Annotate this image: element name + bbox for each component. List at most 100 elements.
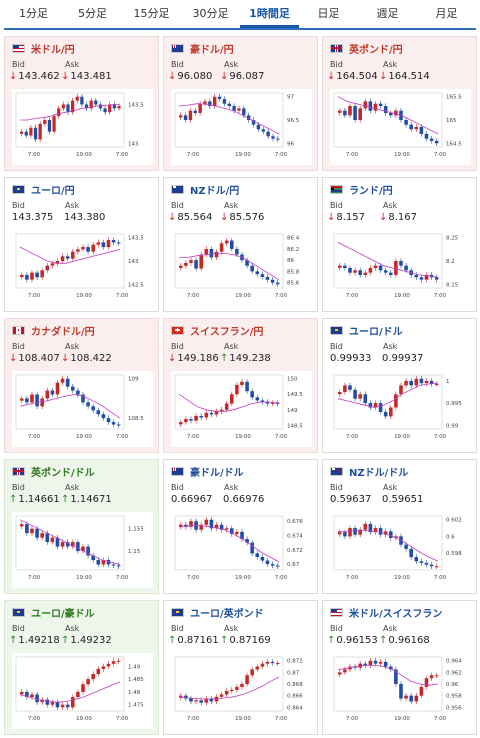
candle-body (250, 542, 254, 554)
bid-value: 96.080 (177, 71, 213, 82)
arrow-down-icon: ↓ (9, 71, 18, 82)
tab-4[interactable]: 1時間足 (240, 0, 299, 28)
rate-card[interactable]: NZドル/ドル Bid Ask 0.59637 0.59651 0.602 0.6 0.598… (322, 459, 477, 594)
candle-body (60, 378, 65, 383)
candle-body (96, 668, 101, 675)
candle-body (235, 248, 239, 255)
bid-value: 164.504 (336, 71, 378, 82)
rate-card[interactable]: 英ポンド/ドル Bid Ask ↑1.14661 ↑1.14671 1.155 1.15 7:… (4, 459, 159, 594)
tab-3[interactable]: 30分足 (192, 7, 229, 20)
pair-name-link[interactable]: カナダドル/円 (31, 326, 95, 338)
pair-name-link[interactable]: ユーロ/豪ドル (31, 608, 95, 620)
rate-card[interactable]: カナダドル/円 Bid Ask ↓108.407 ↓108.422 109 108.5 7:0… (4, 318, 159, 453)
pair-name-link[interactable]: 英ポンド/円 (349, 44, 403, 56)
y-tick-label: 1.475 (128, 703, 144, 709)
candle-body (24, 131, 28, 136)
mini-candle-chart[interactable]: 97 96.5 96 7:00 19:00 7:00 (171, 89, 312, 165)
pair-flag-icon (330, 466, 343, 476)
pair-name-link[interactable]: 英ポンド/ドル (31, 467, 95, 479)
candle-body (265, 560, 270, 565)
rate-card-header: スイスフラン/円 (171, 323, 264, 338)
rate-card[interactable]: 米ドル/スイスフラン Bid Ask ↑0.96153 ↑0.96168 0.964 0.9… (322, 600, 477, 735)
tab-2[interactable]: 15分足 (133, 7, 170, 20)
bid-label: Bid (171, 201, 184, 210)
pair-name-link[interactable]: 豪ドル/ドル (190, 467, 244, 479)
candle-body (358, 394, 362, 399)
bid-label: Bid (330, 624, 343, 633)
candle-body (434, 140, 439, 144)
tab-0[interactable]: 1分足 (19, 7, 48, 20)
ask-price: ↑149.238 (220, 353, 271, 364)
pair-name-link[interactable]: ユーロ/ドル (349, 326, 403, 338)
candle-body (383, 106, 388, 114)
y-tick-label: 165 (446, 118, 457, 124)
pair-name-link[interactable]: ユーロ/円 (31, 185, 75, 197)
rate-card[interactable]: スイスフラン/円 Bid Ask ↓149.186 ↑149.238 150 149.5 14… (163, 318, 318, 453)
mini-candle-chart[interactable]: 1.155 1.15 7:00 19:00 7:00 (12, 512, 153, 588)
mini-candle-chart[interactable]: 1 0.995 0.99 7:00 19:00 7:00 (330, 371, 471, 447)
mini-candle-chart[interactable]: 143.5 143 142.5 7:00 19:00 7:00 (12, 230, 153, 306)
tab-1[interactable]: 5分足 (78, 7, 107, 20)
x-tick-label: 7:00 (434, 716, 447, 722)
pair-name-link[interactable]: 豪ドル/円 (190, 44, 234, 56)
mini-candle-chart[interactable]: 0.872 0.87 0.868 0.866 0.864 7:00 19:00 7:00 (171, 653, 312, 729)
pair-name-link[interactable]: ランド/円 (349, 185, 393, 197)
rate-card[interactable]: ユーロ/豪ドル Bid Ask ↑1.49218 ↑1.49232 1.49 1.485 1.… (4, 600, 159, 735)
candle-body (230, 689, 234, 691)
pair-name-link[interactable]: NZドル/ドル (349, 467, 409, 479)
x-tick-label: 7:00 (346, 716, 359, 722)
candle-body (219, 694, 224, 697)
candle-body (434, 384, 439, 386)
tab-5[interactable]: 日足 (317, 7, 340, 20)
rate-card[interactable]: ユーロ/円 Bid Ask 143.375 143.380 143.5 143 142.5 7:… (4, 177, 159, 312)
tab-7[interactable]: 月足 (435, 7, 458, 20)
rate-card[interactable]: 豪ドル/円 Bid Ask ↓96.080 ↓96.087 97 96.5 96 7:00 19:… (163, 36, 318, 171)
bid-label: Bid (171, 483, 184, 492)
rate-card[interactable]: 英ポンド/円 Bid Ask ↓164.504 ↓164.514 165.5 165 164.… (322, 36, 477, 171)
mini-candle-chart[interactable]: 0.602 0.6 0.598 7:00 19:00 7:00 (330, 512, 471, 588)
mini-candle-chart[interactable]: 1.49 1.485 1.48 1.475 7:00 19:00 7:00 (12, 653, 153, 729)
rate-card[interactable]: ユーロ/英ポンド Bid Ask ↑0.87161 ↑0.87169 0.872 0.87 0… (163, 600, 318, 735)
pair-name-link[interactable]: NZドル/円 (190, 185, 240, 197)
arrow-down-icon: ↓ (9, 353, 18, 364)
plot-frame (15, 656, 125, 712)
rate-card[interactable]: ユーロ/ドル Bid Ask 0.99933 0.99937 1 0.995 0.99 7:00… (322, 318, 477, 453)
candle-body (184, 695, 188, 699)
pair-name-link[interactable]: ユーロ/英ポンド (190, 608, 264, 620)
mini-candle-chart[interactable]: 0.964 0.962 0.96 0.958 0.956 7:00 19:00 7:00 (330, 653, 471, 729)
pair-name-link[interactable]: 米ドル/スイスフラン (349, 608, 443, 620)
candle-body (189, 419, 193, 421)
candle-body (255, 271, 260, 275)
bid-value: 149.186 (177, 353, 219, 364)
candle-body (86, 402, 90, 407)
bid-price: ↑1.49218 (9, 635, 60, 646)
rate-card[interactable]: 米ドル/円 Bid Ask ↓143.462 ↓143.481 143.5 143 7:00 1… (4, 36, 159, 171)
mini-candle-chart[interactable]: 109 108.5 7:00 19:00 7:00 (12, 371, 153, 447)
bid-value: 0.59637 (330, 494, 372, 505)
mini-candle-chart[interactable]: 8.25 8.2 8.15 7:00 19:00 7:00 (330, 230, 471, 306)
rate-card[interactable]: ランド/円 Bid Ask ↓8.157 ↓8.167 8.25 8.2 8.15 7:00 19… (322, 177, 477, 312)
y-tick-label: 0.602 (446, 518, 462, 524)
candle-body (414, 126, 419, 130)
candle-body (224, 690, 229, 695)
mini-candle-chart[interactable]: 150 149.5 149 148.5 7:00 19:00 7:00 (171, 371, 312, 447)
mini-candle-chart[interactable]: 0.676 0.674 0.672 0.67 7:00 19:00 7:00 (171, 512, 312, 588)
candle-body (55, 537, 60, 547)
candle-body (194, 415, 198, 421)
candle-body (414, 557, 419, 562)
mini-candle-chart[interactable]: 143.5 143 7:00 19:00 7:00 (12, 89, 153, 165)
mini-candle-chart[interactable]: 165.5 165 164.5 7:00 19:00 7:00 (330, 89, 471, 165)
rate-card[interactable]: 豪ドル/ドル Bid Ask 0.66967 0.66976 0.676 0.674 0.67… (163, 459, 318, 594)
candle-body (106, 560, 111, 565)
candle-body (255, 397, 260, 401)
ask-value: 0.87169 (229, 635, 271, 646)
mini-candle-chart[interactable]: 86.4 86.2 86 85.8 85.6 7:00 19:00 7:00 (171, 230, 312, 306)
pair-name-link[interactable]: 米ドル/円 (31, 44, 75, 56)
rate-card[interactable]: NZドル/円 Bid Ask ↓85.564 ↓85.576 86.4 86.2 86 85.8… (163, 177, 318, 312)
tab-6[interactable]: 週足 (376, 7, 399, 20)
moving-average-line (337, 96, 439, 135)
candle-body (65, 704, 70, 708)
pair-name-link[interactable]: スイスフラン/円 (190, 326, 264, 338)
candle-body (429, 564, 434, 567)
ask-label: Ask (383, 483, 398, 492)
